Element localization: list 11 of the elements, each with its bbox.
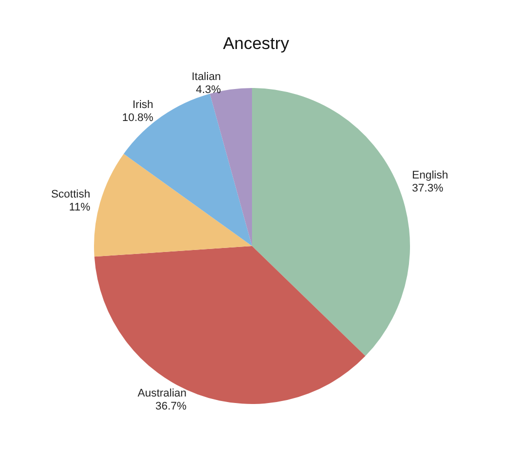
chart-title: Ancestry: [222, 34, 290, 53]
data-label: 10.8%: [122, 112, 154, 124]
slice-label: Irish: [132, 98, 154, 111]
slice-label: Italian: [192, 70, 221, 83]
slice-label: English: [412, 170, 448, 182]
data-label: 4.3%: [196, 84, 222, 96]
data-label: 36.7%: [155, 400, 187, 412]
slice-label: Australian: [138, 387, 187, 400]
data-label: 11%: [69, 202, 90, 214]
slice-label: Scottish: [51, 188, 90, 201]
data-label: 37.3%: [412, 182, 444, 195]
